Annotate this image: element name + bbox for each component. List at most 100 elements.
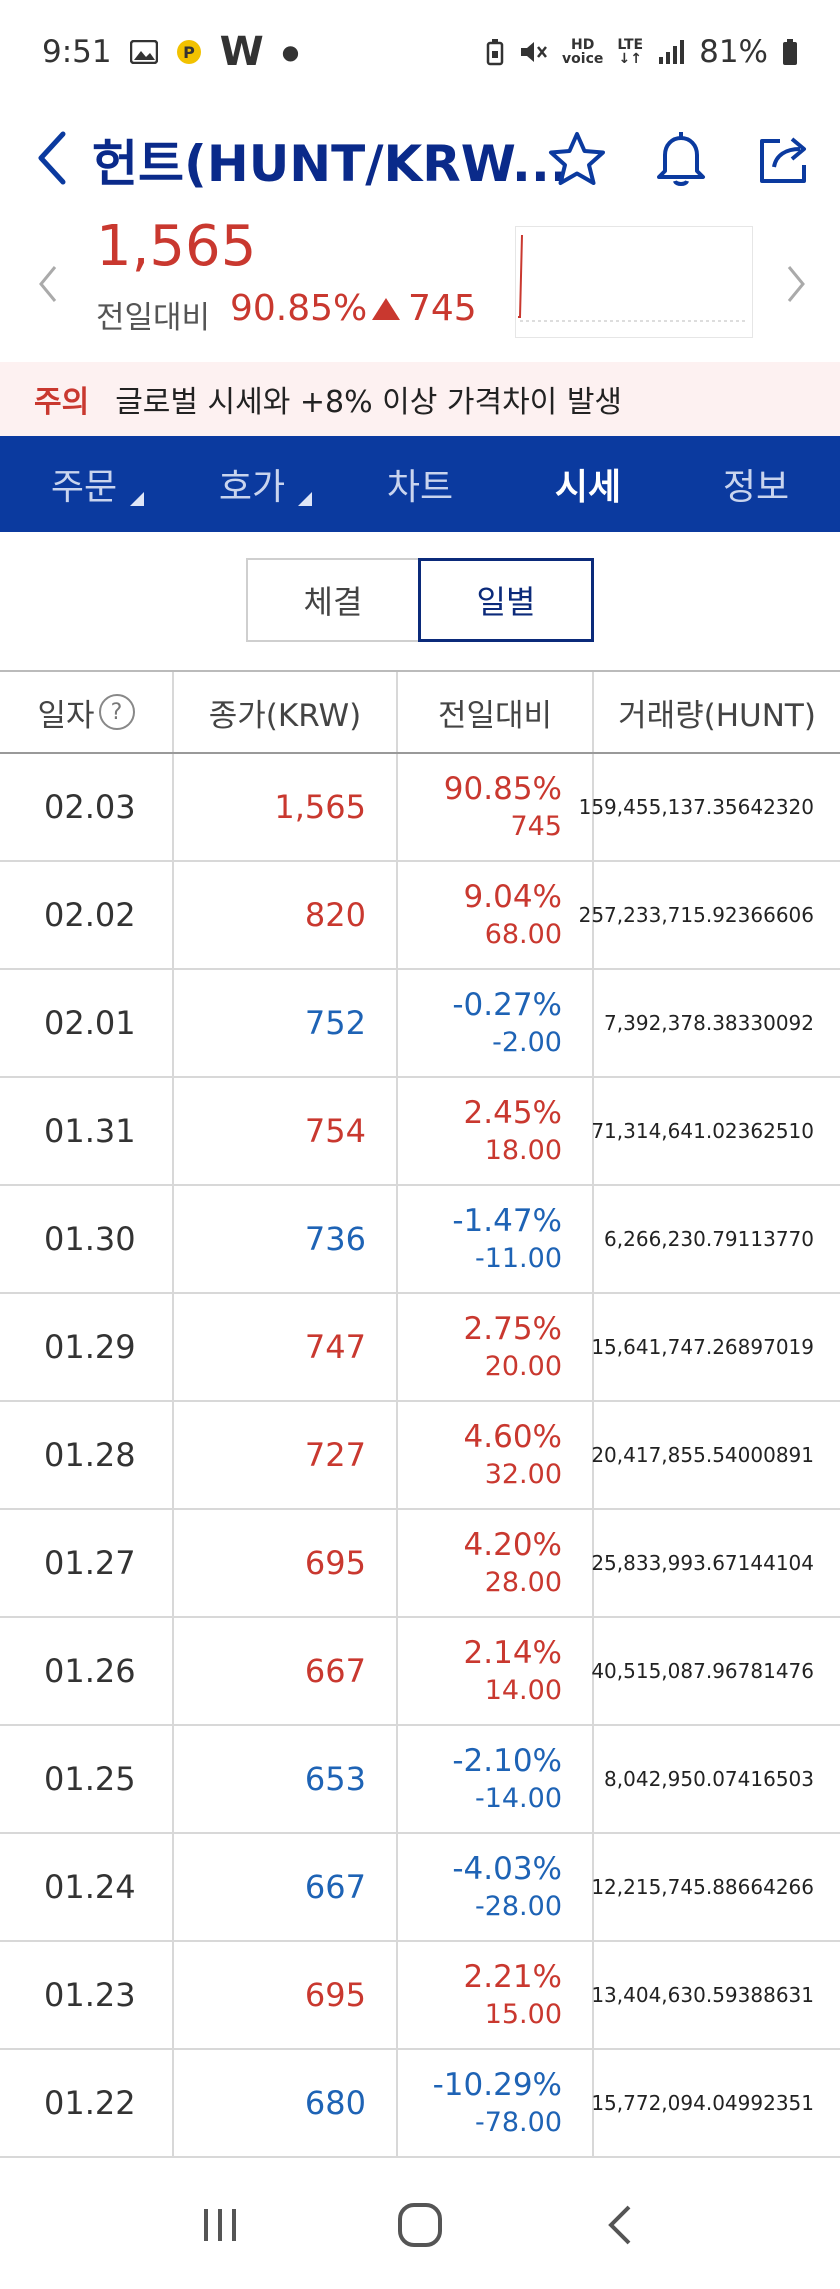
row-change-amount: -78.00 (474, 2107, 562, 2138)
table-row[interactable]: 01.27 695 4.20% 28.00 25,833,993.67144104 (0, 1510, 840, 1618)
signal-icon (657, 39, 685, 65)
change-amount: 745 (370, 288, 477, 329)
back-button[interactable] (24, 118, 80, 198)
row-volume: 257,233,715.92366606 (578, 903, 814, 927)
prev-day-label: 전일대비 (96, 300, 211, 336)
tab-order[interactable]: 주문 (0, 436, 168, 532)
row-change: 4.20% 28.00 (398, 1510, 594, 1616)
row-change-amount: 32.00 (484, 1459, 562, 1490)
row-date: 01.31 (0, 1078, 174, 1184)
share-button[interactable] (750, 124, 820, 194)
table-row[interactable]: 01.29 747 2.75% 20.00 15,641,747.26897019 (0, 1294, 840, 1402)
row-volume: 7,392,378.38330092 (604, 1011, 814, 1035)
chevron-right-icon (787, 266, 805, 302)
row-change-amount: 18.00 (484, 1135, 562, 1166)
row-date: 02.01 (0, 970, 174, 1076)
table-row[interactable]: 02.03 1,565 90.85% 745 159,455,137.35642320 (0, 754, 840, 862)
row-change: -2.10% -14.00 (398, 1726, 594, 1832)
system-back-button[interactable] (580, 2185, 660, 2265)
row-change-rate: 2.45% (463, 1095, 562, 1131)
row-date: 01.26 (0, 1618, 174, 1724)
table-row[interactable]: 01.28 727 4.60% 32.00 20,417,855.54000891 (0, 1402, 840, 1510)
row-change: 2.45% 18.00 (398, 1078, 594, 1184)
table-row[interactable]: 01.31 754 2.45% 18.00 71,314,641.02362510 (0, 1078, 840, 1186)
mini-chart[interactable] (515, 226, 753, 338)
row-volume: 159,455,137.35642320 (578, 795, 814, 819)
table-row[interactable]: 01.25 653 -2.10% -14.00 8,042,950.07416503 (0, 1726, 840, 1834)
next-coin-button[interactable] (776, 254, 816, 314)
tab-market[interactable]: 시세 (504, 436, 672, 532)
lte-icon: LTE ↓↑ (617, 37, 644, 67)
row-change-amount: -11.00 (474, 1243, 562, 1274)
gallery-icon (129, 40, 158, 64)
header-change: 전일대비 (398, 672, 594, 752)
table-row[interactable]: 01.26 667 2.14% 14.00 40,515,087.96781476 (0, 1618, 840, 1726)
row-close-price: 695 (174, 1510, 398, 1616)
favorite-button[interactable] (542, 124, 612, 194)
tab-info[interactable]: 정보 (672, 436, 840, 532)
row-change-rate: 4.20% (463, 1527, 562, 1563)
row-change: 2.21% 15.00 (398, 1942, 594, 2048)
alarm-button[interactable] (646, 124, 716, 194)
tab-orderbook[interactable]: 호가 (168, 436, 336, 532)
recent-apps-button[interactable] (180, 2185, 260, 2265)
warning-banner[interactable]: 주의 글로벌 시세와 +8% 이상 가격차이 발생 (0, 362, 840, 436)
change-rate: 90.85% (230, 288, 368, 329)
chevron-left-icon (38, 131, 66, 185)
row-date: 01.23 (0, 1942, 174, 2048)
trades-toggle-button[interactable]: 체결 (246, 558, 418, 642)
row-change: 9.04% 68.00 (398, 862, 594, 968)
sparkline (518, 234, 748, 322)
row-change-rate: 90.85% (443, 771, 562, 807)
row-change: 4.60% 32.00 (398, 1402, 594, 1508)
row-volume: 40,515,087.96781476 (591, 1659, 814, 1683)
tab-order-label: 주문 (50, 467, 118, 508)
table-row[interactable]: 01.30 736 -1.47% -11.00 6,266,230.79113770 (0, 1186, 840, 1294)
status-time: 9:51 (42, 34, 112, 70)
header: 헌트(HUNT/KRW... (0, 104, 840, 214)
row-date: 01.25 (0, 1726, 174, 1832)
row-change: 2.75% 20.00 (398, 1294, 594, 1400)
row-close-price: 754 (174, 1078, 398, 1184)
table-row[interactable]: 02.01 752 -0.27% -2.00 7,392,378.38330092 (0, 970, 840, 1078)
row-change: -1.47% -11.00 (398, 1186, 594, 1292)
row-change-amount: -2.00 (492, 1027, 562, 1058)
row-change-rate: 2.14% (463, 1635, 562, 1671)
notification-dot-icon: ● (281, 40, 300, 64)
row-date: 01.29 (0, 1294, 174, 1400)
table-row[interactable]: 02.02 820 9.04% 68.00 257,233,715.92366606 (0, 862, 840, 970)
help-icon[interactable]: ? (98, 694, 135, 730)
daily-toggle-button[interactable]: 일별 (418, 558, 594, 642)
page-title: 헌트(HUNT/KRW... (92, 135, 569, 193)
row-date: 02.03 (0, 754, 174, 860)
row-close-price: 653 (174, 1726, 398, 1832)
tab-bar: 주문 호가 차트 시세 정보 (0, 436, 840, 532)
row-change-rate: 9.04% (463, 879, 562, 915)
row-date: 01.28 (0, 1402, 174, 1508)
row-change-rate: 4.60% (463, 1419, 562, 1455)
row-volume: 13,404,630.59388631 (591, 1983, 814, 2007)
row-volume: 12,215,745.88664266 (591, 1875, 814, 1899)
row-date: 01.30 (0, 1186, 174, 1292)
table-row[interactable]: 01.23 695 2.21% 15.00 13,404,630.59388631 (0, 1942, 840, 2050)
tab-chart[interactable]: 차트 (336, 436, 504, 532)
bell-icon (657, 132, 705, 186)
dropdown-corner-icon (298, 492, 312, 506)
daily-price-table: 일자 ? 종가(KRW) 전일대비 거래량(HUNT) 02.03 1,565 90… (0, 670, 840, 2158)
tab-chart-label: 차트 (386, 467, 454, 508)
row-change: 2.14% 14.00 (398, 1618, 594, 1724)
row-change-rate: -2.10% (452, 1743, 562, 1779)
row-close-price: 747 (174, 1294, 398, 1400)
table-row[interactable]: 01.22 680 -10.29% -78.00 15,772,094.04992351 (0, 2050, 840, 2158)
back-icon (608, 2205, 631, 2244)
table-row[interactable]: 01.24 667 -4.03% -28.00 12,215,745.88664266 (0, 1834, 840, 1942)
lock-battery-icon (486, 38, 504, 66)
row-volume: 6,266,230.79113770 (604, 1227, 814, 1251)
pay-icon: P (176, 39, 202, 65)
tab-info-label: 정보 (722, 467, 790, 508)
row-close-price: 1,565 (174, 754, 398, 860)
home-button[interactable] (380, 2185, 460, 2265)
row-change-amount: 68.00 (484, 919, 562, 950)
prev-coin-button[interactable] (28, 254, 68, 314)
row-change: -4.03% -28.00 (398, 1834, 594, 1940)
